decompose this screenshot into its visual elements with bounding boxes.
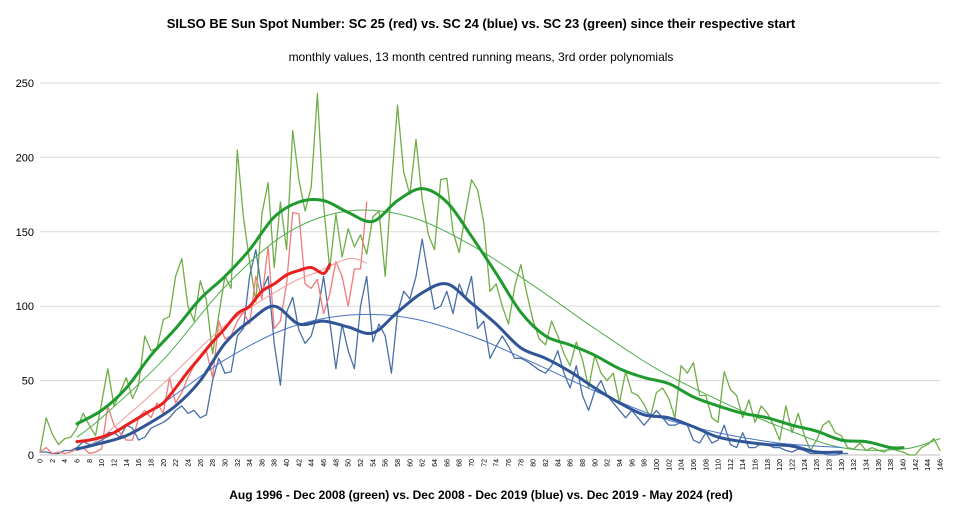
chart-title: SILSO BE Sun Spot Number: SC 25 (red) vs… [166,16,796,31]
x-tick-label: 52 [358,459,365,467]
x-tick-label: 92 [605,459,612,467]
x-tick-label: 2 [50,459,57,463]
x-tick-label: 20 [161,459,168,467]
x-tick-label: 50 [346,459,353,467]
x-tick-label: 46 [321,459,328,467]
series-line-sc-24-smoothed [75,282,843,454]
x-tick-label: 32 [235,459,242,467]
y-tick-label: 100 [16,301,34,313]
x-tick-label: 86 [568,459,575,467]
x-tick-label: 116 [753,459,760,470]
x-tick-label: 128 [827,459,834,471]
x-tick-label: 14 [124,459,131,467]
x-tick-label: 24 [185,459,192,467]
chart-subtitle: monthly values, 13 month centred running… [288,50,674,64]
x-tick-label: 80 [531,459,538,467]
x-tick-label: 64 [432,459,439,467]
x-tick-label: 132 [851,459,858,471]
x-tick-label: 126 [814,459,821,471]
x-tick-label: 54 [370,459,377,467]
x-tick-label: 38 [272,459,279,467]
x-tick-label: 22 [173,459,180,467]
series-line-sc-25-smoothed [75,263,332,444]
x-tick-label: 76 [506,459,513,467]
x-tick-label: 130 [839,459,846,471]
x-tick-label: 10 [99,459,106,467]
x-tick-label: 36 [259,459,266,467]
x-tick-label: 6 [74,459,81,463]
y-tick-label: 200 [16,152,34,164]
x-tick-label: 136 [876,459,883,471]
x-tick-label: 30 [222,459,229,467]
x-tick-label: 70 [469,459,476,467]
x-tick-label: 138 [888,459,895,471]
x-tick-label: 74 [494,459,501,467]
x-tick-label: 78 [518,459,525,467]
series-line-sc-24-polynomial [76,313,842,450]
y-tick-label: 50 [22,376,34,388]
x-tick-label: 102 [666,459,673,471]
x-tick-label: 28 [210,459,217,467]
x-tick-label: 66 [444,459,451,467]
x-tick-label: 118 [765,459,772,470]
x-tick-label: 100 [654,459,661,471]
x-tick-label: 106 [691,459,698,471]
x-tick-label: 8 [87,459,94,463]
x-tick-label: 88 [580,459,587,467]
x-tick-label: 44 [309,459,316,467]
x-tick-label: 60 [407,459,414,467]
x-tick-label: 72 [481,459,488,467]
x-tick-label: 34 [247,459,254,467]
series-line-sc-23-polynomial [76,209,941,451]
x-tick-label: 108 [703,459,710,471]
x-tick-label: 134 [864,459,871,471]
x-tick-label: 56 [383,459,390,467]
x-tick-label: 110 [716,459,723,470]
x-tick-label: 112 [728,459,735,470]
x-tick-label: 40 [284,459,291,467]
series-line-sc-25-polynomial [76,257,368,451]
x-tick-label: 144 [925,459,932,471]
x-tick-label: 94 [617,459,624,467]
x-tick-label: 98 [642,459,649,467]
x-axis-label: Aug 1996 - Dec 2008 (green) vs. Dec 2008… [229,488,733,502]
x-tick-label: 84 [555,459,562,467]
y-tick-label: 250 [16,78,34,90]
y-tick-label: 150 [16,227,34,239]
x-tick-label: 16 [136,459,143,467]
x-tick-label: 104 [679,459,686,471]
x-tick-label: 96 [629,459,636,467]
x-tick-label: 12 [111,459,118,467]
x-tick-label: 4 [62,459,69,463]
x-tick-label: 146 [938,459,945,471]
x-tick-label: 120 [777,459,784,471]
x-tick-label: 18 [148,459,155,467]
x-tick-label: 82 [543,459,550,467]
x-tick-label: 26 [198,459,205,467]
x-tick-label: 114 [740,459,747,470]
x-tick-label: 124 [802,459,809,471]
x-tick-label: 48 [333,459,340,467]
x-tick-label: 42 [296,459,303,467]
series-line-sc-24-monthly [39,238,849,456]
x-tick-label: 62 [420,459,427,467]
x-tick-label: 58 [395,459,402,467]
x-tick-label: 142 [913,459,920,471]
x-tick-label: 90 [592,459,599,467]
x-tick-label: 140 [901,459,908,471]
x-tick-label: 0 [38,459,45,463]
series-line-sc-23-smoothed [75,187,905,450]
x-tick-label: 122 [790,459,797,471]
y-tick-label: 0 [28,450,34,462]
x-tick-label: 68 [457,459,464,467]
